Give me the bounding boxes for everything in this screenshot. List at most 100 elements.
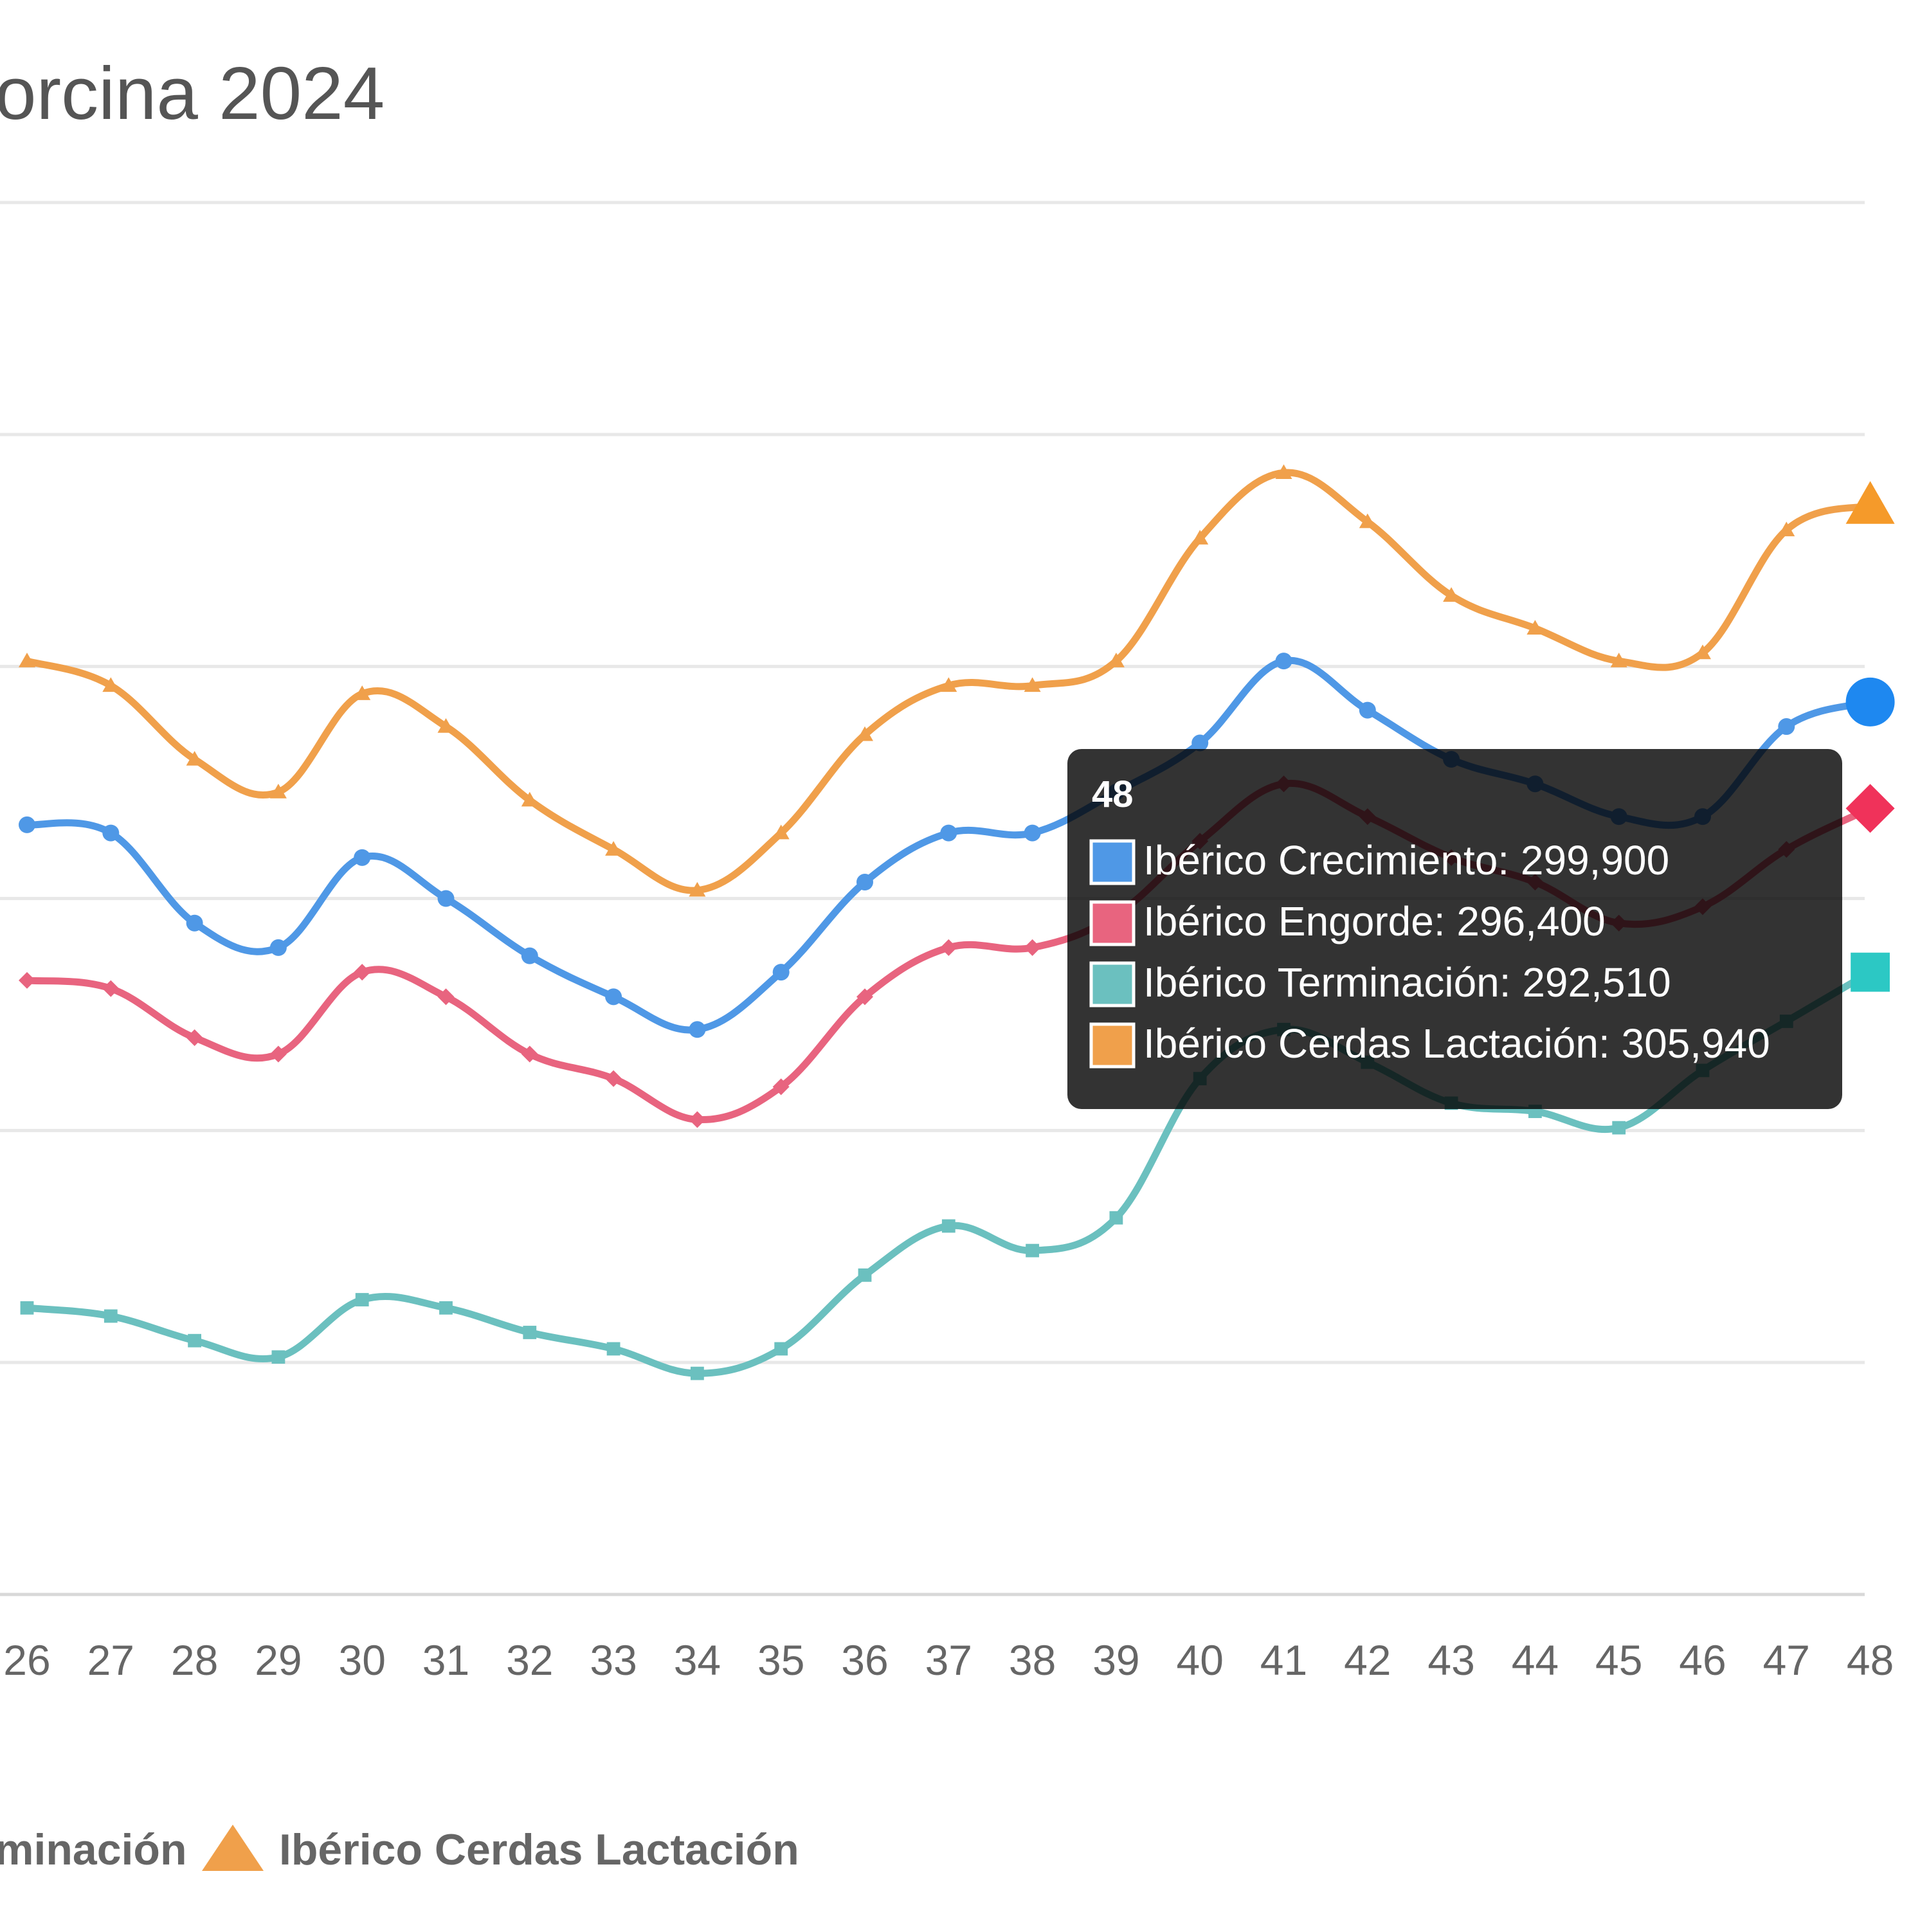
legend-item-label[interactable]: Ibérico Cerdas Lactación [279,1825,799,1874]
tooltip-line: Ibérico Engorde: 296,400 [1143,898,1606,944]
data-point[interactable] [19,971,35,989]
x-tick-label: 38 [1009,1636,1056,1684]
data-point[interactable] [1778,718,1795,736]
series-line [26,969,1872,1377]
data-point[interactable] [20,1301,34,1315]
data-point[interactable] [940,824,957,842]
x-tick-label: 36 [841,1636,888,1684]
data-point[interactable] [1191,530,1209,545]
data-point[interactable] [269,1045,287,1063]
tooltip-swatch [1089,900,1136,946]
data-point[interactable] [1275,653,1292,670]
data-point[interactable] [1359,513,1376,528]
hover-point-marker[interactable] [1845,677,1895,727]
data-point[interactable] [940,939,957,956]
data-point[interactable] [1024,824,1041,842]
data-point[interactable] [856,874,873,891]
data-point[interactable] [521,791,538,807]
data-point[interactable] [521,1045,538,1063]
x-tick-label: 47 [1763,1636,1810,1684]
data-point[interactable] [1359,701,1376,719]
data-point[interactable] [102,980,120,997]
data-point[interactable] [689,1021,706,1038]
data-point[interactable] [1778,521,1795,537]
data-point[interactable] [1109,1211,1123,1225]
legend-item-label[interactable]: minación [0,1825,187,1874]
data-point[interactable] [354,685,371,700]
data-point[interactable] [605,841,622,856]
data-point[interactable] [104,1309,118,1323]
data-point[interactable] [940,677,957,692]
data-point[interactable] [856,988,873,1006]
data-point[interactable] [186,751,203,766]
data-point[interactable] [606,1342,620,1356]
hover-point-marker[interactable] [1845,784,1895,833]
data-point[interactable] [269,939,287,956]
data-point[interactable] [19,816,35,833]
data-point[interactable] [605,1070,622,1087]
tooltip-title: 48 [1092,773,1134,815]
data-point[interactable] [354,964,371,981]
data-point[interactable] [1610,653,1627,667]
hover-point-marker[interactable] [1851,952,1890,992]
data-point[interactable] [941,1219,955,1233]
data-point[interactable] [355,1293,369,1306]
data-point[interactable] [1024,677,1041,692]
x-tick-label: 29 [255,1636,302,1684]
data-point[interactable] [186,1029,203,1046]
hover-point-marker[interactable] [1845,481,1895,524]
data-point[interactable] [437,718,455,733]
data-point[interactable] [521,947,538,964]
data-point[interactable] [354,849,371,866]
data-point[interactable] [1026,1243,1039,1258]
x-tick-label: 37 [925,1636,972,1684]
data-point[interactable] [1191,734,1209,752]
legend-marker[interactable] [202,1825,264,1871]
data-point[interactable] [437,890,455,907]
data-point[interactable] [19,653,35,667]
tooltip-line: Ibérico Cerdas Lactación: 305,940 [1143,1020,1770,1067]
x-tick-label: 45 [1595,1636,1642,1684]
x-tick-label: 33 [590,1636,637,1684]
data-point[interactable] [772,824,790,840]
x-tick-label: 48 [1847,1636,1894,1684]
x-tick-label: 40 [1176,1636,1223,1684]
data-point[interactable] [523,1326,537,1339]
data-point[interactable] [1275,464,1292,480]
data-point[interactable] [1024,939,1041,956]
data-point[interactable] [186,914,203,932]
x-tick-label: 42 [1344,1636,1391,1684]
data-point[interactable] [689,881,706,897]
data-point[interactable] [269,783,287,799]
data-point[interactable] [774,1342,788,1356]
x-tick-label: 31 [422,1636,469,1684]
legend: minación Ibérico Cerdas Lactación [0,1825,799,1874]
data-point[interactable] [858,1268,872,1282]
x-axis-ticks: 26 27 28 29 30 31 32 33 34 35 36 37 38 39 40 41 42 43 44 45… [3,1636,1894,1684]
data-point[interactable] [689,1111,706,1128]
data-point[interactable] [1526,620,1544,635]
data-point[interactable] [188,1333,201,1348]
data-point[interactable] [691,1366,704,1380]
data-point[interactable] [1694,644,1711,660]
tooltip-swatch [1089,1022,1136,1069]
data-point[interactable] [271,1350,285,1364]
data-point[interactable] [102,677,120,692]
data-point[interactable] [605,988,622,1006]
data-point[interactable] [856,726,873,741]
data-point[interactable] [1107,653,1125,667]
tooltip-line: Ibérico Terminación: 292,510 [1143,959,1671,1006]
data-point[interactable] [1443,587,1460,602]
x-tick-label: 30 [338,1636,385,1684]
tooltip-box [1067,749,1842,1109]
data-point[interactable] [437,988,455,1006]
data-point[interactable] [439,1301,453,1315]
data-point[interactable] [772,1078,790,1096]
data-point[interactable] [772,964,790,981]
x-tick-label: 41 [1260,1636,1307,1684]
x-tick-label: 28 [171,1636,218,1684]
data-point[interactable] [1612,1121,1626,1135]
x-tick-label: 27 [87,1636,134,1684]
data-point[interactable] [102,824,120,842]
